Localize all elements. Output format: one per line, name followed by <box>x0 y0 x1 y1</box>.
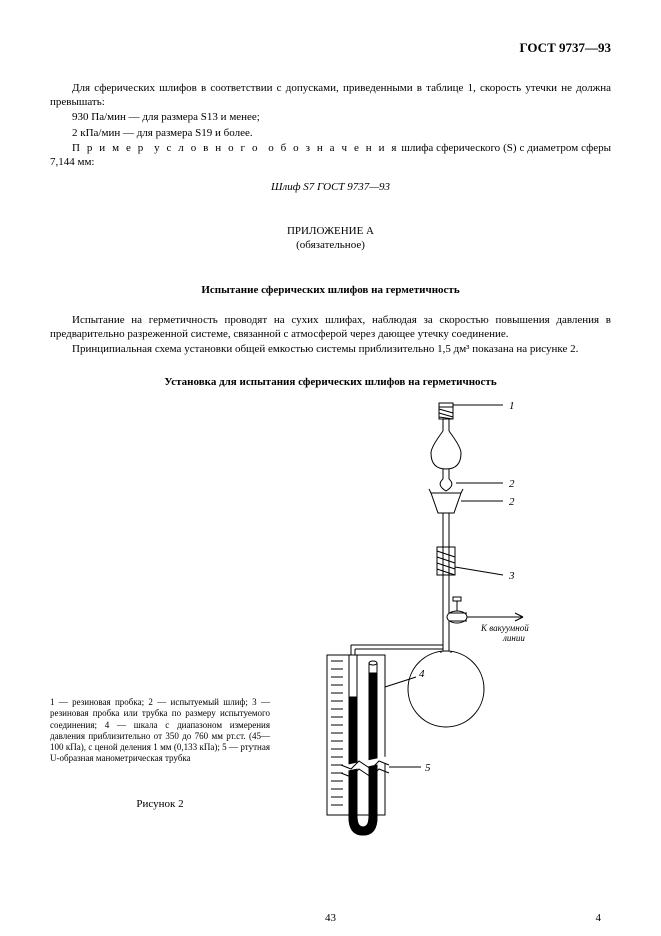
appendix-p2: Принципиальная схема установки общей емк… <box>50 342 611 356</box>
vacuum-label-2: линии <box>502 633 525 643</box>
appendix-title: ПРИЛОЖЕНИЕ А <box>50 224 611 238</box>
appendix-p1: Испытание на герметичность проводят на с… <box>50 313 611 342</box>
example-word-3: о б о з н а ч е н и я <box>268 142 398 154</box>
callout-5: 5 <box>425 762 431 774</box>
paragraph-item-2: 2 кПа/мин — для размера S19 и более. <box>50 126 611 140</box>
example-word-2: у с л о в н о г о <box>154 142 259 154</box>
appendix-subtitle: (обязательное) <box>50 238 611 252</box>
page-number-right: 4 <box>596 911 602 925</box>
appendix-heading: Испытание сферических шлифов на герметич… <box>50 283 611 297</box>
figure-title: Установка для испытания сферических шлиф… <box>50 375 611 389</box>
document-standard-header: ГОСТ 9737—93 <box>50 40 611 57</box>
figure-block: 1 2 2 3 4 5 К вакуумной линии 1 — резино… <box>50 397 611 857</box>
paragraph-item-1: 930 Па/мин — для размера S13 и менее; <box>50 110 611 124</box>
paragraph-example: П р и м е р у с л о в н о г о о б о з н … <box>50 141 611 170</box>
vacuum-label-1: К вакуумной <box>480 623 529 633</box>
callout-3: 3 <box>508 570 515 582</box>
callout-2b: 2 <box>509 496 515 508</box>
callout-1: 1 <box>509 400 515 412</box>
figure-legend: 1 — резиновая пробка; 2 — испытуемый шли… <box>50 697 270 765</box>
apparatus-diagram: 1 2 2 3 4 5 К вакуумной линии <box>271 397 571 847</box>
example-designation: Шлиф S7 ГОСТ 9737—93 <box>50 180 611 194</box>
page-number-center: 43 <box>325 911 336 925</box>
paragraph-intro: Для сферических шлифов в соответствии с … <box>50 81 611 110</box>
figure-caption: Рисунок 2 <box>50 797 270 811</box>
example-word-1: П р и м е р <box>72 142 145 154</box>
callout-2a: 2 <box>509 478 515 490</box>
callout-4: 4 <box>419 668 425 680</box>
